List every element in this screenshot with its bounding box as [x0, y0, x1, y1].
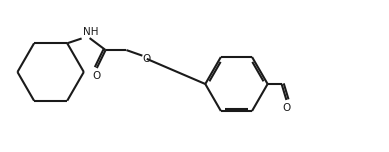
- Text: O: O: [92, 71, 100, 81]
- Text: O: O: [282, 103, 291, 113]
- Text: NH: NH: [83, 27, 98, 37]
- Text: O: O: [143, 54, 151, 64]
